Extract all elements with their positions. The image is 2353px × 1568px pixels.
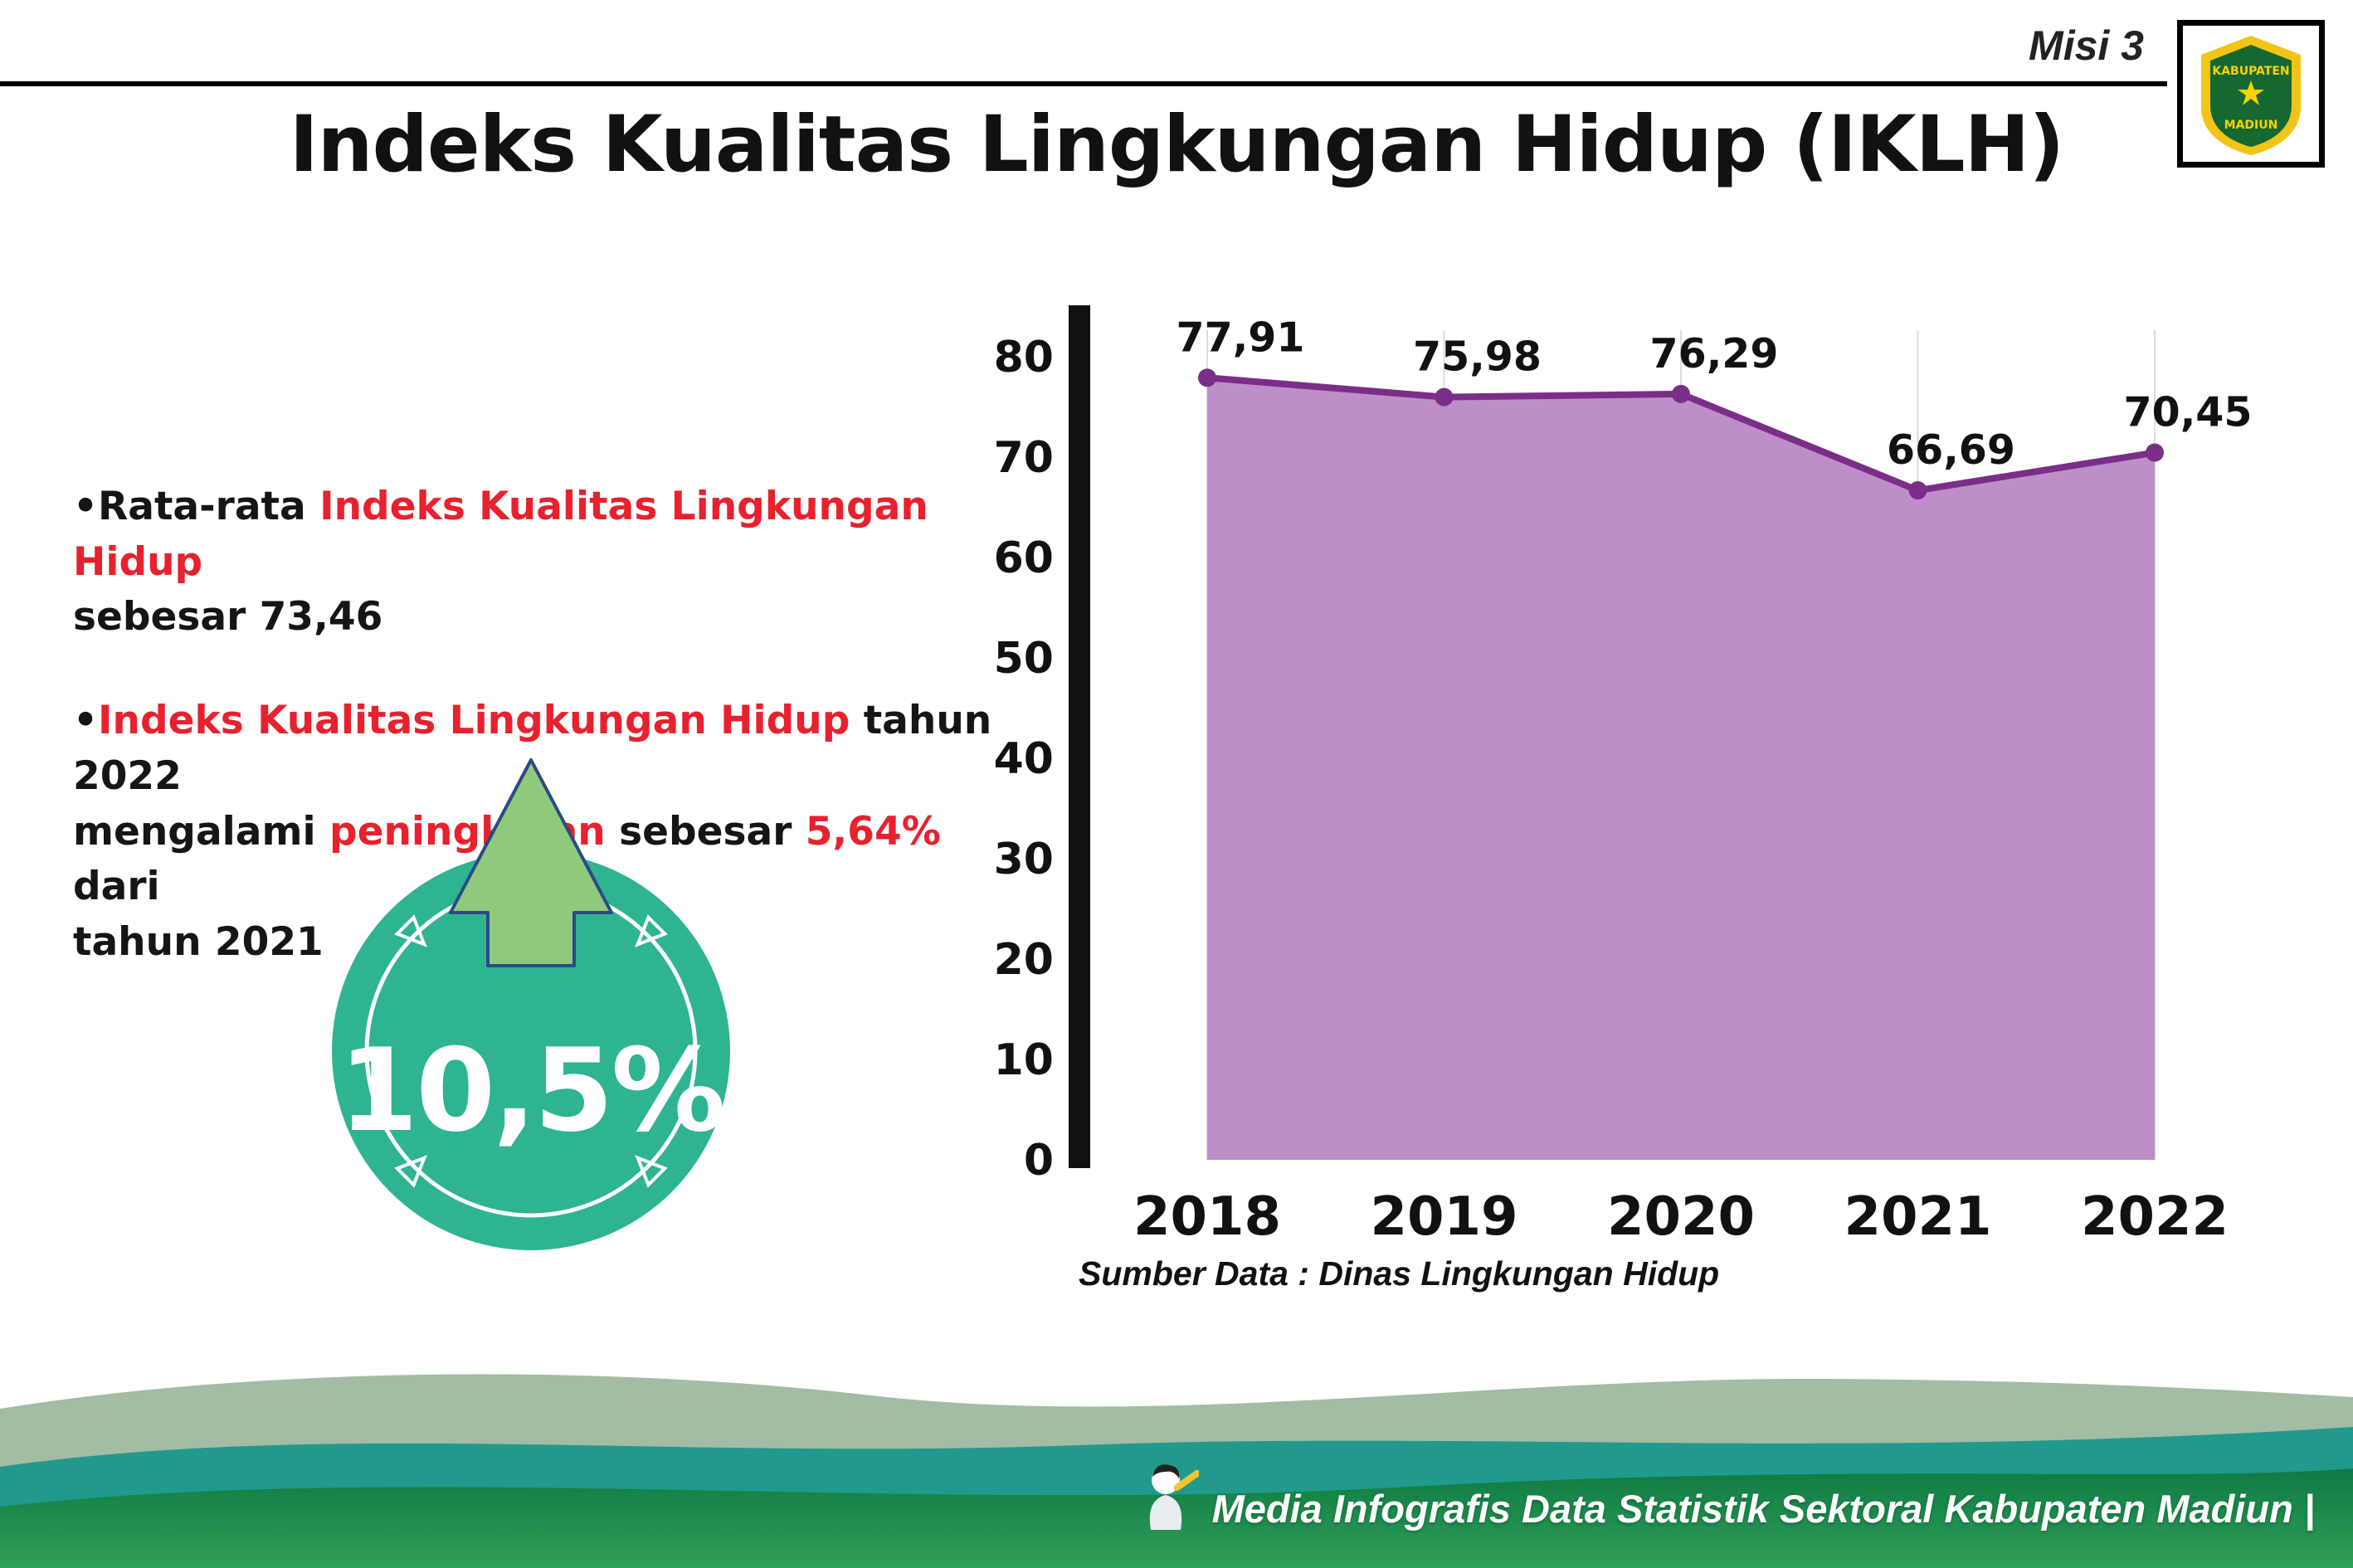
increase-badge: 10,5% xyxy=(315,748,755,1267)
bullet-text-segment: Indeks Kualitas Lingkungan Hidup xyxy=(73,484,928,585)
bullet-text-segment: Indeks Kualitas Lingkungan Hidup xyxy=(98,698,850,744)
misi-label: Misi 3 xyxy=(2029,22,2144,69)
y-tick-label: 40 xyxy=(994,734,1054,784)
y-tick-label: 20 xyxy=(994,935,1054,985)
bullet-text-segment: 5,64% xyxy=(805,808,941,855)
footer: Media Infografis Data Statistik Sektoral… xyxy=(1133,1449,2315,1531)
ring-triangle-icon xyxy=(635,914,668,947)
bullet-text-segment: Rata-rata xyxy=(98,484,320,529)
up-arrow-icon xyxy=(449,758,613,967)
bullet-text-segment: tahun 2022 xyxy=(73,698,992,799)
x-axis-label: 2019 xyxy=(1370,1186,1518,1248)
data-point xyxy=(2146,443,2164,462)
y-tick-label: 70 xyxy=(994,433,1054,483)
badge-value: 10,5% xyxy=(339,1024,726,1157)
logo-box: KABUPATEN MADIUN xyxy=(2177,20,2325,168)
chart-source: Sumber Data : Dinas Lingkungan Hidup xyxy=(1079,1254,1720,1293)
bullet-list: •Rata-rata Indeks Kualitas Lingkungan Hi… xyxy=(73,480,994,1019)
logo-line2: MADIUN xyxy=(2224,119,2278,132)
x-axis-label: 2022 xyxy=(2081,1186,2229,1248)
bullet-text-segment: sebesar xyxy=(605,808,806,855)
bullet-text-segment: tahun 2021 xyxy=(73,919,324,966)
iklh-area-chart: 0 10 20 30 40 50 60 70 80 77,91 75,98 76,29 66,69 70,… xyxy=(994,305,2253,1248)
data-point xyxy=(1198,368,1216,387)
y-tick-label: 10 xyxy=(994,1035,1054,1085)
y-tick-label: 0 xyxy=(1024,1136,1054,1186)
x-axis-label: 2020 xyxy=(1607,1186,1755,1248)
y-axis-bar xyxy=(1069,305,1090,1168)
bullet-marker: • xyxy=(73,698,99,744)
x-axis-label: 2018 xyxy=(1133,1186,1281,1248)
ring-triangle-icon xyxy=(394,914,427,947)
kabupaten-madiun-logo: KABUPATEN MADIUN xyxy=(2201,36,2301,155)
bullet-text-segment: sebesar 73,46 xyxy=(73,594,383,640)
y-tick-label: 30 xyxy=(994,835,1054,884)
value-label: 66,69 xyxy=(1887,426,2015,474)
value-label: 75,98 xyxy=(1413,334,1542,381)
iklh-chart: 0 10 20 30 40 50 60 70 80 77,91 75,98 76,29 66,69 70,… xyxy=(954,297,2265,1293)
data-point xyxy=(1672,384,1690,403)
bullet-text-segment: mengalami xyxy=(73,808,329,855)
data-point xyxy=(1908,481,1927,500)
y-tick-label: 60 xyxy=(994,533,1054,583)
header-divider xyxy=(0,81,2167,86)
area-fill xyxy=(1207,377,2155,1160)
footer-text: Media Infografis Data Statistik Sektoral… xyxy=(1211,1487,2315,1531)
value-label: 77,91 xyxy=(1176,314,1305,361)
value-label: 70,45 xyxy=(2124,389,2253,436)
bullet-item: •Indeks Kualitas Lingkungan Hidup tahun … xyxy=(73,694,994,971)
data-point xyxy=(1435,387,1454,407)
ring-triangle-icon xyxy=(394,1155,427,1188)
logo-star-icon xyxy=(2238,80,2264,105)
y-tick-label: 50 xyxy=(994,634,1054,684)
bullet-item: •Rata-rata Indeks Kualitas Lingkungan Hi… xyxy=(73,480,994,645)
ring-triangle-icon xyxy=(635,1155,668,1188)
mascot-icon xyxy=(1149,1464,1199,1530)
x-axis-label: 2021 xyxy=(1844,1186,1991,1248)
y-tick-label: 80 xyxy=(994,333,1054,382)
increase-badge-graphic xyxy=(332,758,730,1250)
bullet-text-segment: dari xyxy=(73,864,160,910)
value-label: 76,29 xyxy=(1650,330,1779,377)
page-title: Indeks Kualitas Lingkungan Hidup (IKLH) xyxy=(289,100,2065,190)
badge-circle xyxy=(332,852,730,1250)
logo-line1: KABUPATEN xyxy=(2212,65,2289,78)
bullet-marker: • xyxy=(73,484,99,529)
